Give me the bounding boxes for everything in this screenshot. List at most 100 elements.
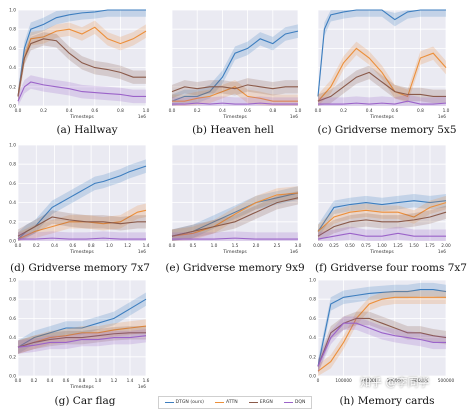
caption-gridverse-memory-9x9: (e) Gridverse memory 9x9 bbox=[165, 262, 305, 274]
x-tick-label: 1.4 bbox=[143, 243, 150, 249]
x-tick-label: 0.8 bbox=[117, 108, 124, 114]
x-tick-label: 1.0 bbox=[106, 243, 113, 249]
x-tick-label: 0.6 bbox=[391, 108, 398, 114]
x-tick-label: 0.4 bbox=[66, 108, 73, 114]
x-tick-label: 1.25 bbox=[393, 243, 403, 249]
x-tick-label: 500000 bbox=[438, 378, 455, 384]
x-tick-label: 0 bbox=[317, 378, 320, 384]
y-tick-label: 0.8 bbox=[9, 297, 16, 303]
legend-item-dtgn: DTGN (ours) bbox=[164, 400, 204, 405]
y-tick-label: 0.0 bbox=[309, 374, 316, 380]
y-tick-label: 0.6 bbox=[9, 316, 16, 322]
series-line bbox=[317, 232, 446, 240]
y-tick-label: 1.0 bbox=[309, 278, 316, 284]
x-tick-label: 400000 bbox=[412, 378, 429, 384]
confidence-band bbox=[18, 292, 146, 354]
chart-panel: 0.0 0.5 1.0 1.5 2.0 2.5 3.0 Timesteps 1e6 bbox=[169, 144, 302, 255]
y-tick-label: 0.4 bbox=[9, 65, 16, 71]
caption-memory-cards: (h) Memory cards bbox=[339, 395, 435, 407]
x-tick-label: 0.0 bbox=[169, 243, 176, 249]
y-tick-label: 1.0 bbox=[9, 278, 16, 284]
x-axis-label: Timesteps bbox=[69, 249, 94, 255]
chart-panel: 0.00 0.25 0.50 0.75 1.00 1.25 1.50 1.75 2.00 Time… bbox=[313, 144, 451, 255]
series-line bbox=[172, 237, 298, 240]
chart-panel: 0.0 0.2 0.4 0.6 0.8 1.0 Timesteps 1e6 bbox=[315, 9, 450, 120]
series-line bbox=[171, 192, 299, 237]
x-tick-label: 0.4 bbox=[47, 378, 54, 384]
y-tick-label: 1.0 bbox=[9, 143, 16, 149]
y-tick-label: 0.4 bbox=[9, 200, 16, 206]
chart-panel: 0 100000 200000 300000 400000 500000 0.0 0.2 0.4… bbox=[309, 278, 454, 385]
y-tick-label: 0.2 bbox=[9, 354, 16, 360]
series-line bbox=[317, 289, 447, 367]
x-tick-label: 3.0 bbox=[295, 243, 302, 249]
series-line bbox=[172, 86, 298, 102]
x-tick-label: 0.2 bbox=[33, 243, 40, 249]
series-line bbox=[17, 216, 146, 237]
y-tick-label: 1.0 bbox=[9, 8, 16, 14]
series-line bbox=[18, 237, 146, 240]
confidence-band bbox=[172, 24, 298, 106]
x-scale-label: 1e6 bbox=[138, 114, 146, 120]
x-tick-label: 0.8 bbox=[88, 243, 95, 249]
legend-label: ERGN bbox=[259, 400, 273, 405]
x-tick-label: 1.0 bbox=[295, 108, 302, 114]
x-tick-label: 0.6 bbox=[91, 108, 98, 114]
x-tick-label: 0.4 bbox=[51, 243, 58, 249]
x-tick-label: 2.00 bbox=[441, 243, 451, 249]
series-line bbox=[17, 26, 147, 97]
series-line bbox=[317, 47, 447, 102]
x-tick-label: 1.2 bbox=[124, 243, 131, 249]
series-line bbox=[17, 38, 146, 97]
confidence-band bbox=[18, 319, 146, 354]
x-axis-label: Timesteps bbox=[69, 384, 94, 390]
chart-panel: 0.0 0.2 0.4 0.6 0.8 1.0 1.2 1.4 1.6 0.0 0.2 0.4 0.6 0… bbox=[9, 278, 150, 391]
series-line bbox=[172, 102, 298, 105]
series-line bbox=[17, 298, 147, 348]
y-tick-label: 0.4 bbox=[309, 335, 316, 341]
y-tick-label: 0.2 bbox=[9, 219, 16, 225]
series-line bbox=[317, 202, 447, 232]
series-line bbox=[317, 9, 446, 97]
x-tick-label: 0.6 bbox=[69, 243, 76, 249]
confidence-band bbox=[318, 226, 446, 241]
x-tick-label: 0.0 bbox=[315, 108, 322, 114]
legend-label: DQN bbox=[294, 400, 306, 405]
y-tick-label: 0.0 bbox=[9, 239, 16, 245]
x-tick-label: 1.75 bbox=[425, 243, 435, 249]
chart-panel: 0.0 0.2 0.4 0.6 0.8 1.0 1.2 1.4 0.0 0.2 0.4 0.6 0.8 1… bbox=[9, 143, 150, 256]
series-line bbox=[17, 81, 146, 102]
series-line bbox=[317, 317, 447, 367]
legend: DTGN (ours) ATTN ERGN DQN bbox=[158, 396, 312, 409]
series-line bbox=[317, 71, 446, 102]
legend-item-attn: ATTN bbox=[214, 400, 238, 405]
x-tick-label: 1.0 bbox=[143, 108, 150, 114]
x-axis-label: Timesteps bbox=[69, 114, 94, 120]
x-tick-label: 1.4 bbox=[127, 378, 134, 384]
confidence-band bbox=[18, 75, 146, 106]
watermark: 知乎 @李同学 bbox=[360, 376, 430, 389]
x-tick-label: 0.4 bbox=[219, 108, 226, 114]
x-tick-label: 1.2 bbox=[111, 378, 118, 384]
y-tick-label: 0.2 bbox=[309, 354, 316, 360]
x-tick-label: 1.5 bbox=[232, 243, 239, 249]
confidence-band bbox=[318, 316, 446, 374]
caption-gridverse-four-rooms: (f) Gridverse four rooms 7x7 bbox=[315, 262, 467, 274]
x-tick-label: 1.50 bbox=[409, 243, 419, 249]
x-tick-label: 0.0 bbox=[15, 108, 22, 114]
x-tick-label: 1.0 bbox=[443, 108, 450, 114]
y-tick-label: 0.0 bbox=[9, 104, 16, 110]
x-tick-label: 0.00 bbox=[313, 243, 323, 249]
caption-heaven-hell: (b) Heaven hell bbox=[192, 124, 274, 136]
x-scale-label: 1e6 bbox=[438, 249, 446, 255]
x-tick-label: 0.4 bbox=[366, 108, 373, 114]
legend-label: ATTN bbox=[225, 400, 238, 405]
y-tick-label: 0.8 bbox=[309, 297, 316, 303]
x-tick-label: 0.25 bbox=[329, 243, 339, 249]
y-tick-label: 0.4 bbox=[9, 335, 16, 341]
x-tick-label: 0.6 bbox=[63, 378, 70, 384]
x-axis-label: Timesteps bbox=[369, 249, 394, 255]
x-tick-label: 0.0 bbox=[169, 108, 176, 114]
x-tick-label: 2.0 bbox=[253, 243, 260, 249]
